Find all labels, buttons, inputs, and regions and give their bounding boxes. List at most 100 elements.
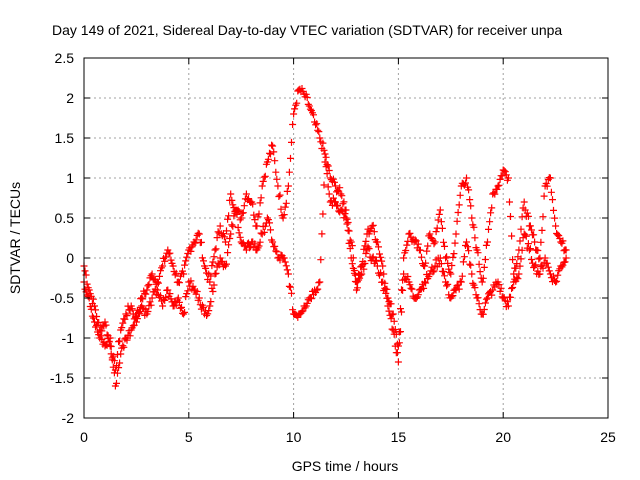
data-point	[459, 258, 467, 266]
data-point	[420, 284, 428, 292]
data-point	[205, 307, 213, 315]
data-point	[258, 182, 266, 190]
data-point	[463, 238, 470, 246]
data-point	[93, 321, 101, 329]
data-point	[270, 148, 278, 156]
data-point	[539, 264, 547, 272]
data-point	[457, 278, 465, 286]
data-point	[245, 239, 252, 247]
data-point	[234, 224, 242, 231]
data-point	[389, 310, 397, 318]
data-point	[324, 183, 332, 191]
data-point	[414, 240, 422, 248]
data-point	[406, 281, 414, 289]
data-point	[167, 256, 175, 264]
data-point	[361, 260, 369, 267]
data-point	[122, 310, 130, 318]
data-point	[422, 259, 430, 267]
data-point	[227, 190, 235, 198]
data-point	[272, 247, 280, 255]
data-point	[225, 241, 233, 249]
data-point	[448, 262, 456, 269]
data-point	[441, 242, 448, 250]
data-point	[321, 158, 329, 166]
data-point	[400, 254, 408, 262]
data-point	[169, 262, 177, 270]
data-point	[283, 266, 291, 274]
data-point	[481, 256, 489, 263]
data-point	[471, 234, 479, 242]
data-point	[211, 246, 219, 254]
data-point	[180, 270, 188, 278]
data-point	[486, 218, 494, 226]
data-point	[180, 310, 188, 318]
data-point	[256, 199, 264, 207]
data-point	[103, 331, 111, 339]
data-point	[323, 170, 331, 178]
data-point	[370, 228, 378, 236]
y-tick-label: -1.5	[50, 370, 74, 386]
data-point	[513, 274, 521, 282]
data-point	[373, 238, 381, 246]
data-point	[298, 85, 306, 92]
data-point	[146, 298, 154, 306]
data-point	[424, 242, 432, 250]
data-point	[435, 210, 443, 218]
data-point	[336, 184, 344, 192]
data-point	[320, 146, 328, 154]
data-point	[455, 285, 463, 293]
data-point	[187, 277, 195, 285]
data-point	[517, 225, 525, 233]
data-point	[386, 311, 394, 319]
data-point	[154, 279, 162, 287]
data-point	[520, 198, 528, 206]
data-point	[101, 318, 109, 326]
data-point	[463, 174, 470, 182]
data-point	[138, 294, 146, 302]
data-point	[117, 350, 125, 358]
data-point	[478, 278, 486, 286]
data-point	[469, 279, 477, 287]
x-tick-label: 10	[286, 429, 302, 445]
data-point	[255, 242, 263, 250]
data-point	[210, 253, 218, 261]
data-point	[338, 206, 346, 214]
data-point	[346, 245, 354, 252]
data-point	[108, 354, 116, 362]
data-point	[403, 241, 411, 249]
data-point	[204, 310, 212, 318]
data-point	[239, 209, 247, 217]
data-point	[443, 253, 451, 261]
data-point	[131, 314, 139, 322]
data-point	[506, 198, 513, 206]
data-point	[288, 138, 295, 146]
data-point	[192, 236, 200, 244]
data-point	[381, 284, 389, 292]
data-point	[341, 210, 349, 218]
data-point	[332, 182, 339, 190]
data-point	[261, 222, 269, 230]
data-point	[378, 257, 386, 265]
data-point	[236, 216, 244, 224]
data-point	[207, 272, 215, 280]
data-point	[436, 206, 444, 214]
data-point	[287, 283, 294, 291]
data-point	[552, 222, 560, 230]
data-point	[432, 228, 440, 236]
x-tick-label: 20	[495, 429, 511, 445]
data-point	[525, 246, 533, 254]
data-point	[416, 246, 424, 254]
data-point	[174, 294, 182, 302]
data-point	[549, 196, 556, 204]
data-point	[460, 253, 468, 261]
data-point	[236, 233, 244, 241]
data-point	[337, 190, 345, 198]
data-point	[474, 249, 482, 257]
data-point	[281, 258, 289, 266]
data-point	[290, 110, 298, 118]
data-point	[284, 270, 292, 278]
data-point	[536, 270, 544, 278]
data-point	[380, 270, 388, 278]
data-point	[451, 239, 459, 247]
x-tick-label: 25	[600, 429, 616, 445]
